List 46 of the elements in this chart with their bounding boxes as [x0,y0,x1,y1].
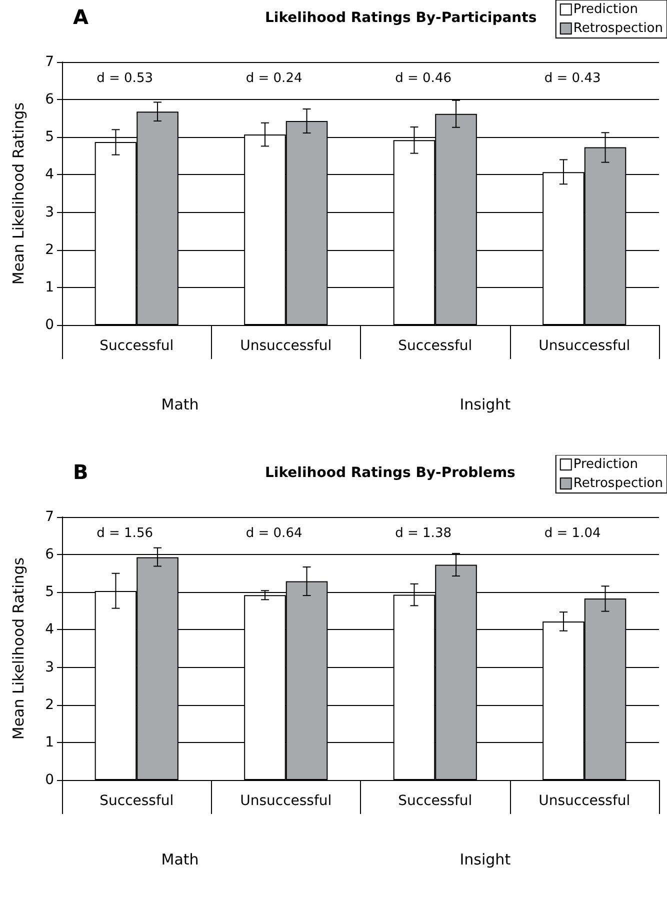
x-tick-label: Successful [398,793,472,809]
annotation: d = 0.43 [544,71,601,86]
legend-label: Retrospection [573,476,664,491]
y-tick-label: 5 [45,129,54,146]
y-axis-title: Mean Likelihood Ratings [10,102,28,285]
x-tick-label: Successful [398,338,472,354]
y-tick-label: 4 [45,622,54,638]
y-tick-label: 1 [45,279,54,296]
chart-title: Likelihood Ratings By-Problems [265,465,516,481]
chart-subtitle: A [73,5,89,29]
legend-label: Prediction [573,2,638,17]
y-tick-label: 6 [45,92,54,108]
y-tick-label: 3 [45,204,54,220]
x-tick-label: Unsuccessful [240,793,332,809]
legend-label: Prediction [573,457,638,472]
x-tick-label: Successful [100,793,174,809]
annotation: d = 0.53 [96,71,153,86]
annotation: d = 0.64 [246,526,302,541]
y-tick-label: 2 [45,696,54,713]
annotation: d = 0.46 [395,71,452,86]
x-tick-label: Unsuccessful [538,338,630,354]
y-tick-label: 5 [45,584,54,600]
chart-title: Likelihood Ratings By-Participants [265,10,537,26]
y-tick-label: 1 [45,734,54,750]
y-tick-label: 0 [45,317,54,333]
y-tick-label: 2 [45,242,54,258]
annotation: d = 1.38 [395,526,452,541]
text: Insight [460,850,511,868]
y-tick-label: 7 [45,54,54,70]
y-tick-label: 6 [45,546,54,563]
legend-label: Retrospection [573,21,664,36]
annotation: d = 1.56 [96,526,153,541]
x-tick-label: Unsuccessful [538,793,630,809]
y-axis-title: Mean Likelihood Ratings [10,557,28,740]
text: Math [161,396,199,414]
text: Insight [460,396,511,414]
y-tick-label: 7 [45,509,54,525]
y-tick-label: 0 [45,772,54,788]
y-tick-label: 3 [45,659,54,676]
x-tick-label: Successful [100,338,174,354]
x-tick-label: Unsuccessful [240,338,332,354]
chart-subtitle: B [73,460,88,484]
annotation: d = 1.04 [544,526,601,541]
text: Math [161,850,199,868]
y-tick-label: 4 [45,166,54,183]
annotation: d = 0.24 [246,71,302,86]
